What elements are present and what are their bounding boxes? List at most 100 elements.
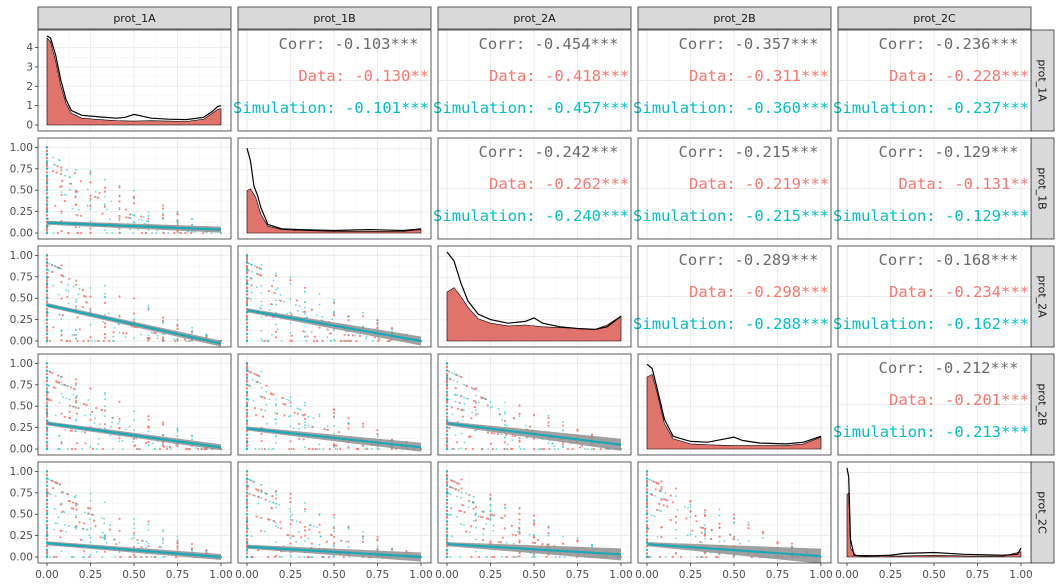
- point-simulation: [266, 422, 268, 425]
- point-data: [59, 185, 62, 188]
- point-simulation: [162, 539, 164, 542]
- point-simulation: [350, 340, 352, 342]
- point-data: [147, 545, 150, 548]
- point-simulation: [275, 435, 277, 437]
- point-data: [161, 216, 165, 219]
- point-data: [343, 333, 346, 336]
- point-data: [55, 555, 58, 559]
- point-simulation: [275, 299, 277, 302]
- point-data: [68, 410, 71, 413]
- density-panel-prot_2C: [837, 461, 1032, 564]
- point-data: [74, 378, 78, 381]
- point-simulation: [130, 537, 133, 540]
- point-data: [445, 426, 449, 429]
- point-simulation: [87, 512, 89, 515]
- point-simulation: [646, 554, 648, 556]
- point-data: [89, 418, 92, 421]
- point-data: [188, 339, 191, 343]
- point-data: [332, 443, 336, 447]
- point-data: [273, 291, 276, 295]
- point-data: [445, 484, 449, 487]
- point-data: [283, 414, 286, 417]
- y-tick-label: 4: [26, 42, 33, 54]
- point-simulation: [475, 526, 477, 529]
- point-data: [245, 332, 249, 336]
- point-data: [351, 334, 354, 337]
- point-data: [274, 336, 278, 339]
- point-simulation: [89, 169, 92, 172]
- point-data: [325, 540, 328, 543]
- point-data: [340, 539, 343, 542]
- point-simulation: [295, 540, 298, 543]
- row-strip-prot_2A: prot_2A: [1030, 245, 1055, 348]
- point-data: [718, 522, 721, 525]
- point-data: [256, 266, 259, 269]
- point-simulation: [105, 542, 108, 544]
- point-simulation: [154, 556, 157, 558]
- point-data: [271, 495, 274, 498]
- point-data: [576, 539, 579, 542]
- point-data: [302, 438, 305, 441]
- point-simulation: [75, 418, 78, 421]
- point-data: [699, 541, 702, 544]
- point-simulation: [282, 544, 285, 547]
- point-simulation: [206, 448, 208, 450]
- point-data: [656, 482, 659, 485]
- point-data: [445, 372, 449, 376]
- point-data: [245, 541, 249, 544]
- point-data: [249, 277, 253, 280]
- point-data: [260, 516, 263, 520]
- point-data: [445, 523, 449, 527]
- point-simulation: [191, 339, 193, 342]
- point-data: [80, 231, 83, 235]
- point-data: [761, 530, 765, 534]
- point-data: [275, 412, 279, 415]
- point-data: [118, 417, 121, 421]
- point-data: [245, 408, 249, 411]
- point-simulation: [113, 327, 116, 329]
- point-data: [445, 509, 449, 512]
- point-data: [263, 447, 266, 451]
- point-simulation: [304, 331, 306, 333]
- point-simulation: [275, 323, 277, 326]
- point-simulation: [289, 507, 291, 510]
- point-data: [274, 330, 278, 333]
- point-data: [51, 487, 55, 490]
- point-simulation: [147, 542, 150, 545]
- point-data: [315, 339, 319, 343]
- point-data: [342, 555, 345, 559]
- point-simulation: [462, 504, 465, 507]
- point-data: [84, 295, 87, 298]
- point-simulation: [515, 556, 517, 558]
- point-simulation: [56, 266, 59, 269]
- point-simulation: [133, 518, 135, 520]
- point-data: [660, 526, 663, 529]
- point-simulation: [340, 340, 343, 342]
- corr-text-overall: Corr: -0.215***: [679, 143, 819, 161]
- point-data: [290, 313, 293, 316]
- point-simulation: [275, 289, 277, 291]
- point-simulation: [95, 551, 98, 553]
- point-simulation: [260, 285, 263, 287]
- point-simulation: [289, 554, 292, 557]
- point-data: [45, 365, 49, 369]
- point-data: [173, 231, 176, 235]
- point-data: [645, 488, 649, 491]
- point-data: [255, 488, 258, 491]
- x-tick-label: 0.75: [566, 569, 589, 581]
- point-simulation: [118, 541, 121, 544]
- point-data: [645, 498, 649, 502]
- x-tick-label: 1.00: [809, 569, 832, 581]
- point-simulation: [271, 448, 274, 450]
- y-tick-label: 0.25: [10, 206, 33, 218]
- point-data: [75, 508, 78, 511]
- point-simulation: [279, 294, 282, 296]
- point-simulation: [255, 272, 258, 275]
- point-data: [660, 485, 663, 488]
- point-simulation: [176, 535, 179, 538]
- point-simulation: [104, 313, 106, 316]
- point-simulation: [176, 319, 179, 321]
- point-simulation: [54, 522, 57, 524]
- point-simulation: [275, 442, 277, 444]
